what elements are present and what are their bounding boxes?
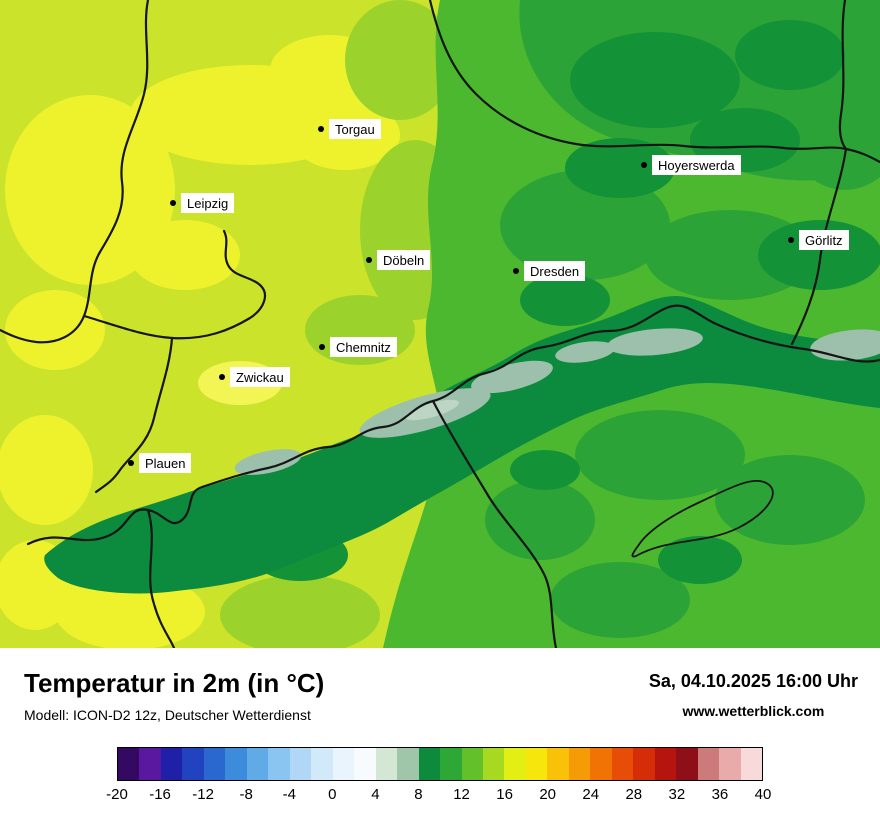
city-layer: Torgau Leipzig Hoyerswerda Görlitz Döbeln Dre…	[128, 119, 849, 473]
city-label: Zwickau	[230, 367, 290, 387]
legend-tick-label: 40	[754, 786, 772, 803]
footer-left: Temperatur in 2m (in °C) Modell: ICON-D2…	[24, 668, 324, 723]
legend-segment	[332, 748, 355, 780]
legend-tick-label: -4	[282, 786, 296, 803]
legend-segment	[525, 748, 548, 780]
legend-segment	[289, 748, 312, 780]
legend-segment	[311, 748, 333, 780]
legend-segment	[375, 748, 398, 780]
legend-segment	[354, 748, 376, 780]
city-label: Döbeln	[377, 249, 431, 270]
legend-segment	[203, 748, 226, 780]
legend-segment	[482, 748, 505, 780]
city-label: Chemnitz	[330, 337, 397, 357]
website-url: www.wetterblick.com	[682, 703, 825, 719]
legend-segment	[633, 748, 655, 780]
datetime-label: Sa, 04.10.2025 16:00 Uhr	[648, 671, 858, 691]
city-dot-icon	[513, 268, 519, 274]
city-label: Torgau	[329, 119, 381, 139]
legend-segment	[590, 748, 612, 780]
legend-segment	[397, 748, 419, 780]
city-marker: Hoyerswerda	[641, 155, 741, 175]
city-marker: Chemnitz	[319, 337, 397, 357]
temperature-legend: -20 -16 -12 -8 -4 0 4 8 12 16 20 24 28 32 36 40	[0, 747, 880, 806]
legend-segment	[547, 748, 569, 780]
city-dot-icon	[219, 374, 225, 380]
map-terrain	[0, 0, 880, 648]
legend-tick-label: 24	[582, 786, 600, 803]
legend-segment	[440, 748, 462, 780]
legend-tick-label: 20	[539, 786, 556, 803]
city-marker: Görlitz	[788, 230, 849, 250]
legend-segment	[418, 748, 441, 780]
city-dot-icon	[366, 256, 372, 263]
legend-segment	[740, 748, 763, 780]
legend-tick-label: 4	[371, 786, 380, 803]
legend-segment	[504, 748, 526, 780]
legend-tick-label: 12	[453, 786, 470, 803]
city-marker: Döbeln	[366, 249, 431, 270]
temperature-map: Torgau Leipzig Hoyerswerda Görlitz Döbeln Dre…	[0, 0, 880, 648]
city-dot-icon	[319, 344, 325, 350]
temperature-regions	[0, 0, 880, 648]
city-marker: Torgau	[318, 119, 381, 139]
city-dot-icon	[128, 460, 134, 466]
city-label: Plauen	[139, 453, 192, 473]
legend-tick-label: -16	[149, 786, 171, 803]
legend-bar	[117, 747, 763, 781]
map-footer: Temperatur in 2m (in °C) Modell: ICON-D2…	[0, 648, 880, 723]
legend-segment	[118, 748, 140, 780]
city-dot-icon	[170, 200, 176, 206]
legend-tick-label: 16	[496, 786, 513, 803]
city-label: Görlitz	[799, 230, 849, 250]
city-marker: Leipzig	[170, 193, 235, 213]
city-dot-icon	[641, 162, 647, 168]
city-marker: Zwickau	[219, 367, 290, 387]
legend-segment	[568, 748, 591, 780]
legend-segment	[697, 748, 720, 780]
city-marker: Dresden	[513, 261, 586, 281]
city-marker: Plauen	[128, 453, 192, 473]
city-label: Leipzig	[181, 193, 235, 213]
page-title: Temperatur in 2m (in °C)	[24, 668, 325, 698]
legend-segment	[182, 748, 204, 780]
footer-right: Sa, 04.10.2025 16:00 Uhr www.wetterblick…	[649, 668, 858, 719]
legend-segment	[461, 748, 483, 780]
legend-segment	[139, 748, 161, 780]
model-info: Modell: ICON-D2 12z, Deutscher Wetterdie…	[24, 707, 311, 723]
legend-segment	[225, 748, 247, 780]
city-label: Dresden	[524, 261, 586, 281]
legend-tick-label: 36	[711, 786, 729, 803]
legend-tick-label: 32	[668, 786, 686, 803]
legend-tick-label: -8	[239, 786, 253, 803]
city-label: Hoyerswerda	[652, 155, 741, 175]
legend-tick-label: 0	[328, 786, 337, 803]
legend-ticks: -20 -16 -12 -8 -4 0 4 8 12 16 20 24 28 32 36 40	[106, 786, 771, 806]
legend-segment	[654, 748, 677, 780]
legend-segment	[611, 748, 634, 780]
legend-segment	[268, 748, 290, 780]
legend-tick-label: -12	[192, 786, 214, 803]
legend-segment	[246, 748, 269, 780]
border-lines	[0, 0, 880, 648]
legend-segment	[719, 748, 741, 780]
city-dot-icon	[788, 237, 794, 243]
legend-tick-label: 28	[625, 786, 643, 803]
legend-tick-label: -20	[106, 786, 128, 803]
legend-tick-label: 8	[414, 786, 423, 803]
legend-segment	[676, 748, 698, 780]
city-dot-icon	[318, 126, 324, 132]
legend-segment	[160, 748, 183, 780]
